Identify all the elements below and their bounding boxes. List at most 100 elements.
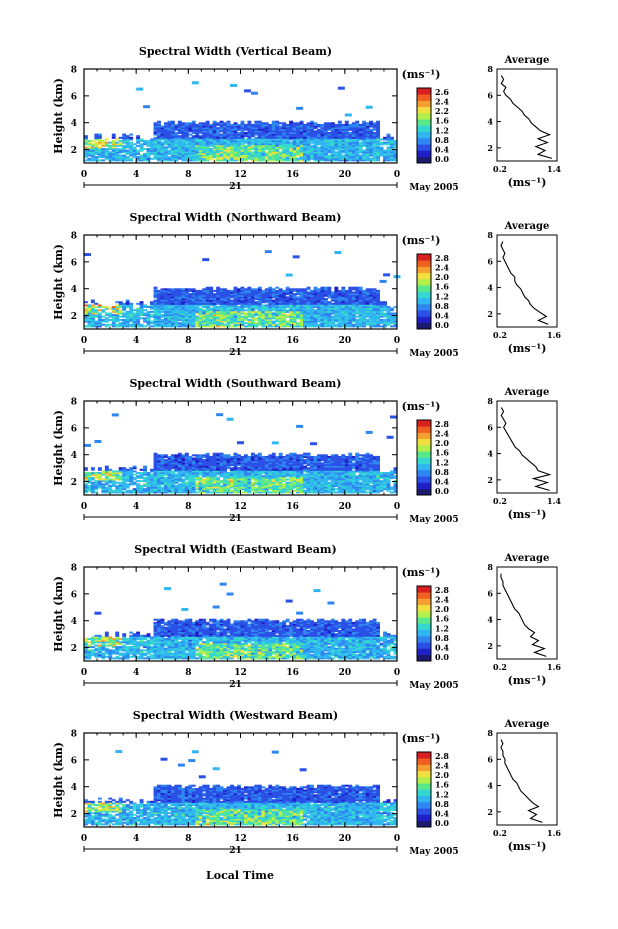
heatmap-cell <box>327 288 332 291</box>
heatmap-cell <box>355 312 360 315</box>
heatmap-cell <box>223 138 227 141</box>
heatmap-cell <box>337 291 342 294</box>
heatmap-cell <box>313 130 318 133</box>
heatmap-cell <box>167 467 172 470</box>
heatmap-cell <box>299 294 304 297</box>
heatmap-cell <box>306 323 311 326</box>
heatmap-cell <box>317 154 321 157</box>
heatmap-cell <box>129 154 134 157</box>
heatmap-cell <box>250 476 255 479</box>
heatmap-cell <box>184 465 189 468</box>
heatmap-cell <box>337 312 342 315</box>
heatmap-cell <box>122 304 127 307</box>
heatmap-cell <box>115 304 120 307</box>
heatmap-cell <box>303 304 307 307</box>
heatmap-cell <box>167 133 172 136</box>
heatmap-cell <box>275 481 280 484</box>
heatmap-cell <box>268 306 273 309</box>
heatmap-cell <box>132 488 137 491</box>
heatmap-cell <box>261 463 266 466</box>
heatmap-cell <box>150 146 154 149</box>
heatmap-cell <box>254 128 259 131</box>
heatmap-cell <box>275 291 280 294</box>
heatmap-cell <box>170 325 175 328</box>
heatmap-cell <box>330 144 335 147</box>
heatmap-cell <box>237 291 241 294</box>
heatmap-cell <box>205 306 210 309</box>
heatmap-cell <box>153 314 158 317</box>
heatmap-cell <box>223 320 227 323</box>
heatmap-cell <box>240 478 245 481</box>
heatmap-cell <box>163 483 168 486</box>
heatmap-cell <box>240 476 245 479</box>
heatmap-cell <box>372 301 377 304</box>
heatmap-cell <box>188 484 193 487</box>
heatmap-cell <box>372 148 377 151</box>
heatmap-cell <box>202 297 207 300</box>
heatmap-cell <box>296 130 301 133</box>
heatmap-cell <box>285 141 290 144</box>
heatmap-cell <box>264 146 269 149</box>
heatmap-cell <box>209 467 214 470</box>
heatmap-cell <box>393 323 398 326</box>
heatmap-cell <box>330 304 335 307</box>
heatmap-cell <box>219 136 224 139</box>
heatmap-cell <box>365 309 370 312</box>
heatmap-cell <box>306 123 311 126</box>
heatmap-cell <box>150 310 154 313</box>
heatmap-cell <box>209 460 214 463</box>
heatmap-cell <box>188 463 193 466</box>
heatmap-cell <box>261 128 266 131</box>
heatmap-cell <box>313 291 318 294</box>
heatmap-cell <box>299 159 304 162</box>
heatmap-cell <box>101 486 106 489</box>
heatmap-cell <box>348 294 353 297</box>
heatmap-cell <box>379 302 384 305</box>
heatmap-cell <box>310 128 314 131</box>
heatmap-cell <box>136 302 141 305</box>
heatmap-cell <box>254 488 259 491</box>
heatmap-cell <box>247 475 252 478</box>
heatmap-cell <box>317 148 321 151</box>
heatmap-cell <box>136 483 141 486</box>
heatmap-cell <box>177 312 182 315</box>
heatmap-cell <box>216 307 221 310</box>
heatmap-cell <box>369 136 374 139</box>
heatmap-cell <box>323 310 328 313</box>
heatmap-cell <box>125 312 130 315</box>
heatmap-cell <box>226 131 231 134</box>
colorbar-swatch <box>417 88 431 95</box>
heatmap-cell <box>372 304 377 307</box>
heatmap-cell <box>216 325 221 328</box>
heatmap-cell <box>341 312 346 315</box>
heatmap-cell <box>282 291 287 294</box>
heatmap-cell <box>223 154 227 157</box>
heatmap-cell <box>250 293 255 296</box>
colorbar-swatch <box>417 310 431 317</box>
heatmap-cell <box>327 128 332 131</box>
heatmap-cell <box>240 156 245 159</box>
heatmap-cell <box>223 299 227 302</box>
heatmap-cell <box>344 154 349 157</box>
heatmap-cell <box>132 483 137 486</box>
heatmap-cell <box>243 141 248 144</box>
heatmap-cell <box>209 488 214 491</box>
heatmap-cell <box>111 306 116 309</box>
heatmap-cell <box>195 296 200 299</box>
heatmap-cell <box>188 460 193 463</box>
heatmap-cell <box>212 322 217 325</box>
heatmap-cell <box>320 154 325 157</box>
heatmap-cell <box>310 157 314 160</box>
heatmap-cell <box>330 146 335 149</box>
heatmap-cell <box>330 154 335 157</box>
heatmap-cell <box>351 154 356 157</box>
heatmap-cell <box>104 318 109 321</box>
heatmap-cell <box>289 288 294 291</box>
heatmap-cell <box>181 291 186 294</box>
heatmap-cell <box>170 288 175 291</box>
heatmap-cell <box>247 457 252 460</box>
heatmap-cell <box>310 148 314 151</box>
heatmap-cell <box>184 306 189 309</box>
heatmap-cell <box>205 459 210 462</box>
heatmap-cell <box>285 286 290 289</box>
